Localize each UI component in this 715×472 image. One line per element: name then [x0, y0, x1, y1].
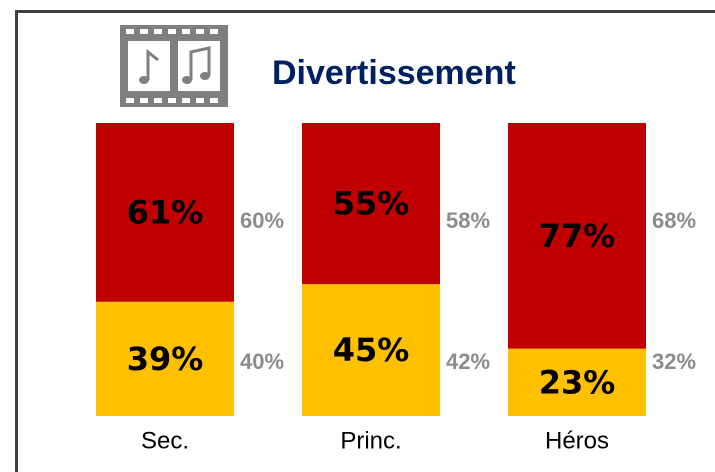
- x-tick-label: Sec.: [141, 427, 189, 454]
- value-label: 45%: [333, 331, 410, 369]
- reference-label: 32%: [652, 349, 696, 374]
- reference-label: 42%: [446, 349, 490, 374]
- value-label: 61%: [127, 193, 204, 231]
- value-label: 55%: [333, 185, 410, 223]
- bar-segment: [508, 123, 646, 349]
- reference-label: 40%: [240, 349, 284, 374]
- x-tick-label: Héros: [545, 427, 609, 454]
- chart-title: Divertissement: [272, 54, 516, 92]
- bar-segment: [96, 301, 234, 416]
- bar-segment: [96, 123, 234, 302]
- bar-segment: [508, 348, 646, 416]
- value-label: 77%: [539, 217, 616, 255]
- reference-label: 60%: [240, 208, 284, 233]
- film-icon: [120, 25, 228, 107]
- frame: [15, 10, 715, 472]
- value-label: 23%: [539, 363, 616, 401]
- reference-label: 58%: [446, 208, 490, 233]
- value-label: 39%: [127, 340, 204, 378]
- x-tick-label: Princ.: [340, 427, 401, 454]
- bar-segment: [302, 123, 440, 285]
- bar-segment: [302, 284, 440, 416]
- reference-label: 68%: [652, 208, 696, 233]
